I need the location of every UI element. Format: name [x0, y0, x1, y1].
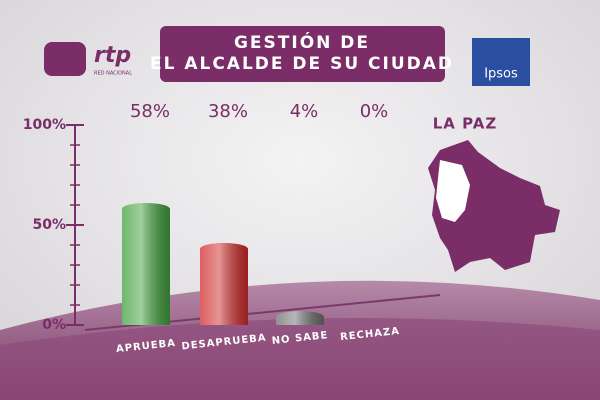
- y-tick-label: 0%: [42, 317, 66, 333]
- region-label: LA PAZ: [433, 115, 498, 133]
- y-tick-label: 50%: [32, 217, 66, 233]
- value-label: 38%: [208, 101, 248, 122]
- bar-shine: [276, 311, 324, 325]
- y-tick-label: 100%: [23, 117, 66, 133]
- brand-logo: [44, 42, 86, 76]
- pollster-name: Ipsos: [484, 67, 518, 82]
- map-la-paz: [436, 160, 470, 222]
- chart-title: GESTIÓN DE: [234, 31, 370, 53]
- bottom-wave: [0, 318, 600, 400]
- chart-title: EL ALCALDE DE SU CIUDAD: [150, 54, 454, 74]
- brand-name: rtp: [94, 43, 131, 68]
- bar-shine: [200, 243, 248, 325]
- title-box: [160, 26, 445, 82]
- value-label: 58%: [130, 101, 170, 122]
- brand-subtitle: RED NACIONAL: [94, 71, 132, 77]
- bar-shine: [122, 203, 170, 325]
- value-label: 4%: [290, 101, 319, 122]
- value-label: 0%: [360, 101, 389, 122]
- pollster-logo: [472, 38, 530, 86]
